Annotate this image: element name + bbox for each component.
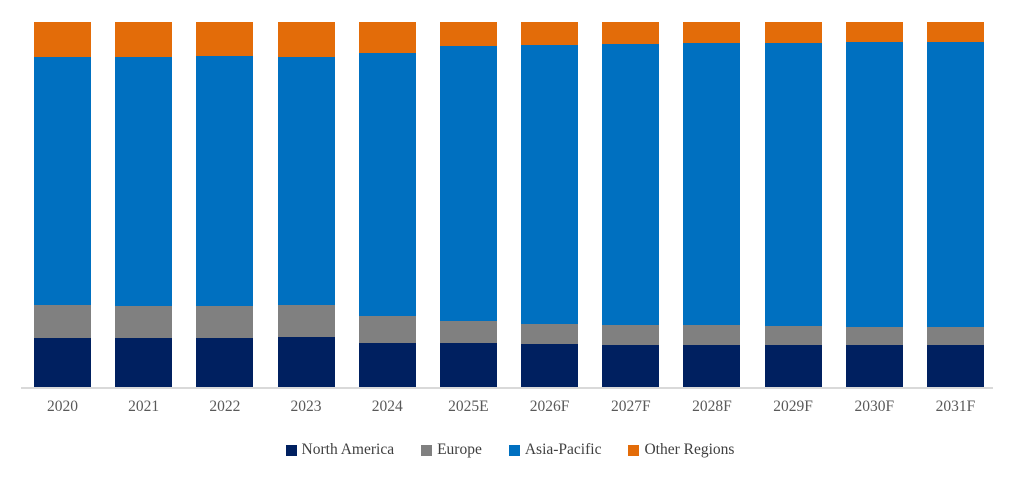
bar-segment-other-regions-2022 xyxy=(196,22,254,56)
bar-segment-europe-2029F xyxy=(764,326,822,346)
x-tick-label-2029F: 2029F xyxy=(773,398,813,415)
bar-segment-other-regions-2027F xyxy=(602,22,660,44)
bar-segment-asia-pacific-2025E xyxy=(439,46,497,321)
legend-label-asia-pacific: Asia-Pacific xyxy=(524,441,602,458)
legend-swatch-icon-north-america xyxy=(285,444,297,456)
bar-segment-north-america-2027F xyxy=(602,344,660,387)
bar-2031F xyxy=(926,22,984,387)
bar-segment-north-america-2020 xyxy=(34,338,91,387)
x-tick-label-2021: 2021 xyxy=(128,398,160,415)
bar-segment-europe-2024 xyxy=(358,315,416,343)
x-tick-label-2022: 2022 xyxy=(209,398,241,415)
bar-segment-north-america-2028F xyxy=(683,344,741,387)
bar-segment-asia-pacific-2028F xyxy=(683,43,741,326)
bar-segment-europe-2023 xyxy=(277,304,335,338)
x-tick-label-2031F: 2031F xyxy=(935,398,976,415)
x-tick-label-2023: 2023 xyxy=(290,398,322,415)
bar-segment-north-america-2023 xyxy=(277,337,335,387)
x-tick-label-2024: 2024 xyxy=(371,398,403,415)
x-tick-label-2026F: 2026F xyxy=(529,398,570,415)
bar-segment-europe-2027F xyxy=(602,325,660,345)
bar-segment-north-america-2021 xyxy=(115,338,173,387)
bar-segment-asia-pacific-2024 xyxy=(358,53,416,316)
legend-item-other-regions: Other Regions xyxy=(628,441,734,459)
bar-2022 xyxy=(196,22,254,387)
legend-item-europe: Europe xyxy=(421,441,482,459)
bar-segment-asia-pacific-2030F xyxy=(845,42,903,328)
bar-2027F xyxy=(602,22,660,387)
bar-segment-other-regions-2030F xyxy=(845,22,903,43)
bar-segment-asia-pacific-2031F xyxy=(926,42,984,327)
bar-segment-europe-2028F xyxy=(683,325,741,345)
legend-swatch-icon-europe xyxy=(421,444,433,456)
bar-segment-other-regions-2031F xyxy=(926,22,984,43)
bar-2023 xyxy=(277,22,335,387)
legend-label-europe: Europe xyxy=(437,441,482,458)
bar-segment-north-america-2030F xyxy=(845,345,903,387)
bar-segment-europe-2020 xyxy=(34,304,91,339)
bar-segment-asia-pacific-2023 xyxy=(277,57,335,305)
bar-segment-asia-pacific-2029F xyxy=(764,43,822,327)
bar-segment-north-america-2031F xyxy=(926,345,984,387)
legend-item-asia-pacific: Asia-Pacific xyxy=(508,441,602,459)
bar-segment-europe-2031F xyxy=(926,326,984,346)
legend-item-north-america: North America xyxy=(285,441,395,459)
bar-segment-other-regions-2020 xyxy=(34,22,91,58)
legend: North America Europe Asia-Pacific Other Reg… xyxy=(0,441,1020,459)
bar-segment-asia-pacific-2021 xyxy=(115,57,173,306)
bar-segment-europe-2025E xyxy=(439,320,497,343)
bar-segment-north-america-2026F xyxy=(521,343,579,387)
bar-2028F xyxy=(683,22,741,387)
bar-segment-other-regions-2028F xyxy=(683,22,741,44)
bar-segment-other-regions-2029F xyxy=(764,22,822,44)
bar-segment-asia-pacific-2020 xyxy=(34,57,91,305)
bar-segment-europe-2030F xyxy=(845,327,903,346)
x-tick-label-2020: 2020 xyxy=(47,398,78,415)
bar-2026F xyxy=(521,22,579,387)
legend-label-north-america: North America xyxy=(301,441,395,458)
x-axis-line xyxy=(21,387,993,389)
bar-segment-other-regions-2026F xyxy=(521,22,579,46)
bar-segment-other-regions-2023 xyxy=(277,22,335,58)
bar-segment-asia-pacific-2027F xyxy=(602,43,660,326)
bar-segment-europe-2022 xyxy=(196,305,254,339)
bars-container xyxy=(0,22,1020,387)
bar-segment-north-america-2024 xyxy=(358,342,416,387)
bar-segment-other-regions-2025E xyxy=(439,22,497,47)
bar-2029F xyxy=(764,22,822,387)
bar-segment-other-regions-2024 xyxy=(358,22,416,54)
legend-swatch-icon-asia-pacific xyxy=(508,444,520,456)
x-tick-label-2025E: 2025E xyxy=(448,398,489,415)
legend-swatch-icon-other-regions xyxy=(628,444,640,456)
x-tick-label-2028F: 2028F xyxy=(692,398,732,415)
bar-segment-north-america-2022 xyxy=(196,338,254,387)
bar-2025E xyxy=(439,22,497,387)
x-tick-label-2027F: 2027F xyxy=(610,398,651,415)
legend-label-other-regions: Other Regions xyxy=(644,441,735,458)
bar-segment-north-america-2029F xyxy=(764,345,822,387)
bar-2024 xyxy=(358,22,416,387)
bar-segment-europe-2026F xyxy=(521,323,579,344)
bar-segment-europe-2021 xyxy=(115,305,173,339)
x-axis-labels: 2020 2021 2022 2023 2024 2025E 2026F 2027F 2028F… xyxy=(0,398,1020,420)
bar-segment-north-america-2025E xyxy=(439,342,497,387)
bar-2021 xyxy=(115,22,173,387)
bar-2030F xyxy=(845,22,903,387)
bar-segment-asia-pacific-2026F xyxy=(521,45,579,324)
bar-segment-asia-pacific-2022 xyxy=(196,55,254,306)
bar-2020 xyxy=(34,22,91,387)
x-tick-label-2030F: 2030F xyxy=(854,398,895,415)
bar-segment-other-regions-2021 xyxy=(115,22,173,58)
